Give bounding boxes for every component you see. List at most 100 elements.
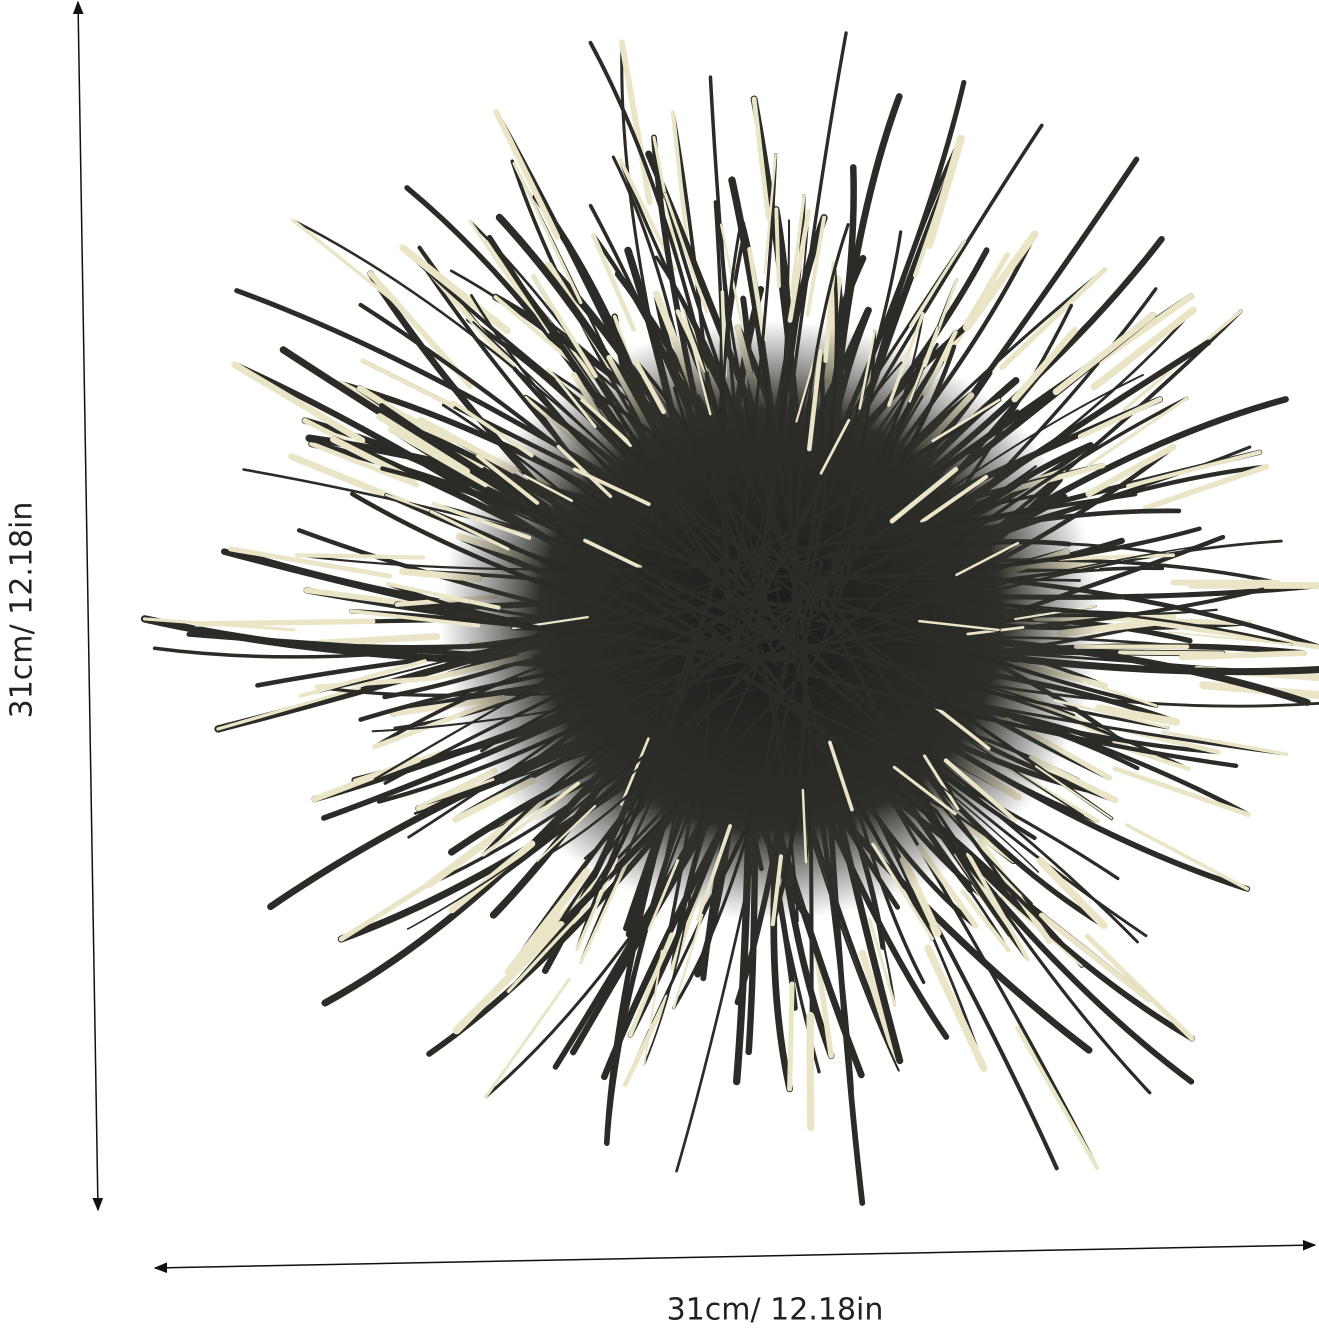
hair-strand-tip [1011, 326, 1079, 403]
hair-strand [504, 650, 775, 696]
hair-strand-tip [591, 233, 636, 332]
hair-strand-tip [962, 230, 1039, 332]
hair-strand [418, 674, 788, 807]
hair-strand-tip [858, 949, 900, 1062]
hair-strand-tip [696, 824, 732, 921]
hair-strand-tip [643, 949, 663, 1067]
hair-strand [485, 240, 715, 579]
hair-strand-tip [908, 326, 939, 403]
hair-strand-tip [628, 932, 674, 1038]
hair-strand [790, 409, 1019, 562]
hair-strand-tip [216, 686, 361, 731]
hair-strand [594, 606, 826, 794]
hair-strand [441, 403, 732, 654]
hair-strand-tip [801, 788, 808, 864]
hair-strand-tip [1178, 650, 1307, 661]
hair-strand-tip [338, 874, 442, 942]
hair-strand-tip [579, 398, 633, 447]
hair-strand-tip [682, 308, 712, 416]
hair-strand-tip [429, 510, 510, 551]
hair-strand-tip [376, 413, 471, 475]
hair-strand-tip [858, 329, 877, 410]
hair-strand-tip [909, 239, 967, 328]
hair-strand [750, 543, 1209, 647]
hair-strand-tip [828, 740, 854, 812]
hair-strand-tip [819, 418, 851, 475]
hair-strand [373, 562, 755, 781]
hair-strand [743, 674, 1084, 968]
hair-strand-tip [475, 453, 540, 505]
hair-strand [763, 541, 1175, 570]
hair-strand [723, 619, 1170, 730]
hair-strand [557, 445, 783, 661]
hair-strand-tip [931, 703, 991, 751]
hair-strand-tip [999, 266, 1108, 371]
hair-strand-tip [290, 218, 403, 308]
hair-strand [737, 210, 810, 624]
hair-strand-tip [889, 466, 959, 524]
hair-strand [811, 396, 1189, 654]
hair-strand-tip [1166, 631, 1293, 646]
hair-strand-tip [227, 546, 393, 579]
hair-strand-tip [770, 854, 784, 927]
hair-strand-tip [1086, 396, 1189, 467]
hair-strand-tip [309, 632, 441, 647]
hair-strand [827, 325, 940, 618]
hair-strand [790, 223, 850, 644]
hair-strand-tip [774, 207, 781, 289]
hair-strand-tip [670, 110, 689, 240]
hair-strand [828, 597, 1293, 646]
hair-strand [769, 560, 853, 811]
hair-strand-tip [512, 161, 583, 305]
hair-strand [380, 466, 714, 570]
hair-strand [818, 470, 1040, 592]
height-dimension-label: 31cm/ 12.18in [4, 501, 40, 719]
hair-strand-tip [1112, 766, 1251, 817]
hair-strand-tip [231, 361, 366, 444]
hair-strand-tip [789, 194, 806, 295]
hair-strand-tip [485, 240, 550, 334]
hair-strand [575, 629, 718, 951]
hair-strand [790, 620, 1085, 817]
hair-strand-tip [960, 889, 1011, 953]
hair-strand-tip [763, 153, 777, 275]
hair-strand-tip [556, 444, 613, 499]
hair-strand-tip [360, 358, 455, 408]
hair-strand-tip [892, 765, 957, 816]
hair-strand-tip [998, 893, 1083, 968]
hair-strand-tip [349, 609, 481, 628]
hair-strand-tip [634, 359, 666, 415]
hair-strand-tip [920, 474, 989, 524]
hair-strand [350, 491, 780, 663]
hair-strand [759, 568, 991, 750]
hair-strand-tip [1038, 912, 1152, 1003]
hair-strand-tip [923, 278, 959, 368]
hair-strand-tip [647, 859, 680, 931]
hair-strand-tip [387, 427, 488, 488]
hair-strand-tip [1034, 765, 1113, 820]
hair-strand [470, 294, 718, 577]
hair-strand-tip [1142, 463, 1270, 511]
hair-strand [800, 670, 1239, 768]
hair-strand-tip [385, 582, 501, 610]
hair-strand-tip [1036, 857, 1108, 930]
width-dimension-arrow [153, 1239, 1317, 1274]
hair-strand-tip [1153, 620, 1319, 650]
hair-strand [815, 344, 957, 595]
hair-strand-tip [806, 349, 823, 452]
hair-strand-tip [806, 1011, 815, 1132]
hair-strands-top [294, 153, 1293, 1072]
hair-strand-tip [1082, 680, 1158, 708]
hair-strand [647, 666, 760, 931]
hair-strand-tip [751, 96, 771, 222]
hair-strand [807, 570, 961, 812]
hair-strand-tip [1077, 396, 1163, 440]
hair-strand-tip [887, 312, 925, 407]
hair-strand [720, 216, 744, 620]
hair-strand-tip [448, 840, 536, 914]
hair-strand-tip [1058, 553, 1176, 561]
hair-strand-tip [504, 867, 591, 976]
hair-strand-tip [1126, 450, 1262, 489]
hair-strand-tip [1014, 605, 1097, 621]
hair-strand-tip [977, 838, 1053, 945]
